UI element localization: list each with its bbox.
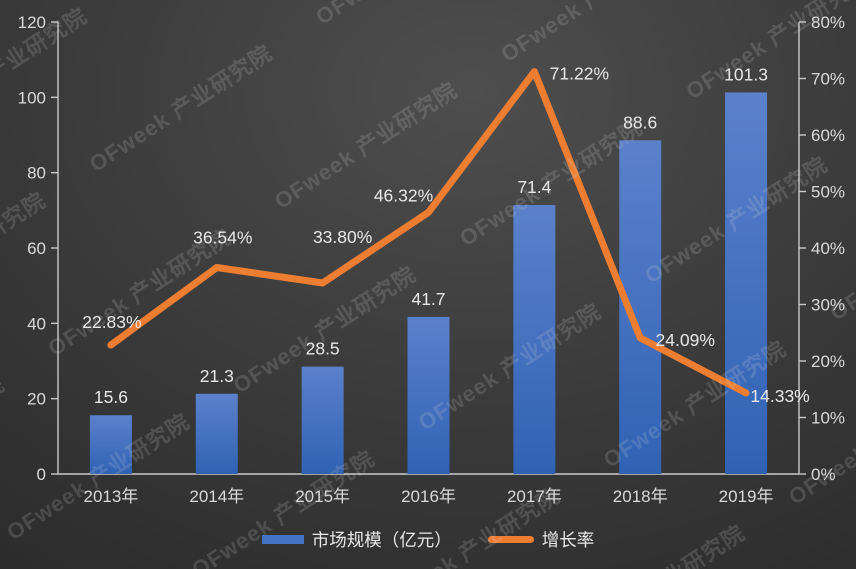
line-value-label: 46.32% [374,185,433,205]
left-axis-tick-label: 0 [37,465,46,484]
legend-item: 增长率 [487,527,595,552]
left-axis-tick-label: 120 [18,13,46,32]
legend-label: 市场规模（亿元） [311,529,452,550]
right-axis-tick-label: 80% [811,13,845,32]
left-axis-tick-label: 100 [18,88,46,107]
line-value-label: 24.09% [656,330,715,350]
bar-value-label: 88.6 [623,112,657,132]
left-axis-tick-label: 40 [27,314,46,333]
legend-label: 增长率 [541,529,595,550]
right-axis-tick-label: 20% [811,352,845,371]
bar-value-label: 21.3 [200,366,234,386]
bar-2013年 [89,415,132,474]
right-axis-tick-label: 60% [811,126,845,145]
legend: 市场规模（亿元） 增长率 [0,527,856,551]
x-axis-label: 2018年 [613,487,668,506]
x-axis-label: 2013年 [84,487,139,506]
x-axis-label: 2014年 [189,487,244,506]
bar-2015年 [301,366,344,474]
legend-item: 市场规模（亿元） [261,527,452,552]
bar-2016年 [407,316,450,474]
bar-value-label: 71.4 [517,177,551,197]
legend-line-swatch [487,535,534,543]
legend-bar-swatch [261,534,304,544]
left-axis-tick-label: 80 [27,164,46,183]
x-axis-label: 2015年 [295,487,350,506]
bar-value-label: 101.3 [724,64,768,84]
bar-value-label: 41.7 [411,289,445,309]
x-axis-label: 2017年 [507,487,562,506]
line-value-label: 22.83% [82,312,141,332]
x-axis-label: 2016年 [401,487,456,506]
line-value-label: 36.54% [193,228,252,248]
line-value-label: 33.80% [313,227,372,247]
left-axis-tick-label: 60 [27,239,46,258]
x-axis-label: 2019年 [719,487,774,506]
bar-value-label: 15.6 [94,387,128,407]
right-axis-tick-label: 70% [811,70,845,89]
growth-rate-line [107,68,750,397]
line-value-label: 14.33% [750,386,809,406]
right-axis-tick-label: 50% [811,183,845,202]
right-axis-tick-label: 40% [811,239,845,258]
right-axis-tick-label: 10% [811,409,845,428]
right-axis-tick-label: 30% [811,296,845,315]
right-axis-tick-label: 0% [811,465,836,484]
bar-2014年 [195,393,238,474]
bar-2019年 [725,92,768,474]
bar-value-label: 28.5 [306,339,340,359]
bar-2017年 [513,205,556,474]
line-value-label: 71.22% [550,64,609,84]
left-axis-tick-label: 20 [27,390,46,409]
